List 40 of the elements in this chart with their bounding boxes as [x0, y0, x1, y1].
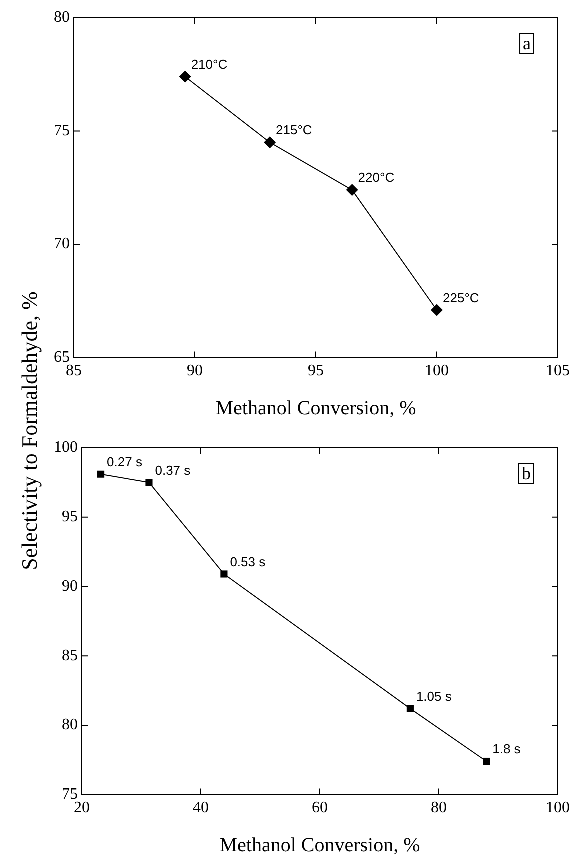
- x-tick-label: 80: [431, 800, 447, 817]
- y-tick-label: 75: [54, 122, 70, 140]
- y-tick-label: 80: [62, 716, 78, 734]
- x-axis-title: Methanol Conversion, %: [216, 397, 416, 420]
- y-tick-label: 85: [62, 647, 78, 664]
- y-tick-label: 90: [62, 578, 78, 595]
- y-tick-label: 95: [62, 508, 78, 526]
- annotation: 1.8 s: [492, 742, 522, 757]
- annotation: 220°C: [358, 170, 395, 186]
- annotation: 1.05 s: [416, 688, 452, 704]
- x-tick-label: 100: [546, 800, 570, 817]
- point: [406, 705, 414, 712]
- x-tick-label: 100: [425, 362, 449, 380]
- x-tick-label: 90: [187, 362, 203, 380]
- point: [146, 479, 153, 486]
- y-tick-label: 100: [54, 439, 78, 456]
- x-tick-label: 20: [74, 800, 90, 817]
- point: [264, 136, 276, 149]
- point: [220, 570, 228, 578]
- point: [179, 70, 192, 83]
- annotation: 0.27 s: [107, 454, 143, 470]
- y-tick-label: 80: [54, 9, 70, 26]
- annotation: 210°C: [191, 56, 228, 72]
- point: [483, 758, 490, 766]
- annotation: b: [522, 464, 531, 484]
- point: [346, 184, 358, 196]
- annotation: 0.37 s: [155, 462, 192, 478]
- x-tick-label: 60: [312, 800, 328, 817]
- x-tick-label: 95: [308, 362, 324, 380]
- annotation: 225°C: [443, 290, 480, 306]
- x-axis-title: Methanol Conversion, %: [220, 834, 420, 856]
- annotation: a: [523, 34, 532, 54]
- point: [431, 304, 443, 316]
- annotation: 215°C: [276, 122, 312, 138]
- y-axis-title: Selectivity to Formaldehyde, %: [17, 290, 43, 572]
- annotation: 0.53 s: [230, 554, 266, 570]
- x-tick-label: 40: [193, 800, 209, 817]
- x-tick-label: 105: [546, 362, 570, 380]
- y-tick-label: 70: [54, 236, 70, 253]
- point: [98, 470, 105, 478]
